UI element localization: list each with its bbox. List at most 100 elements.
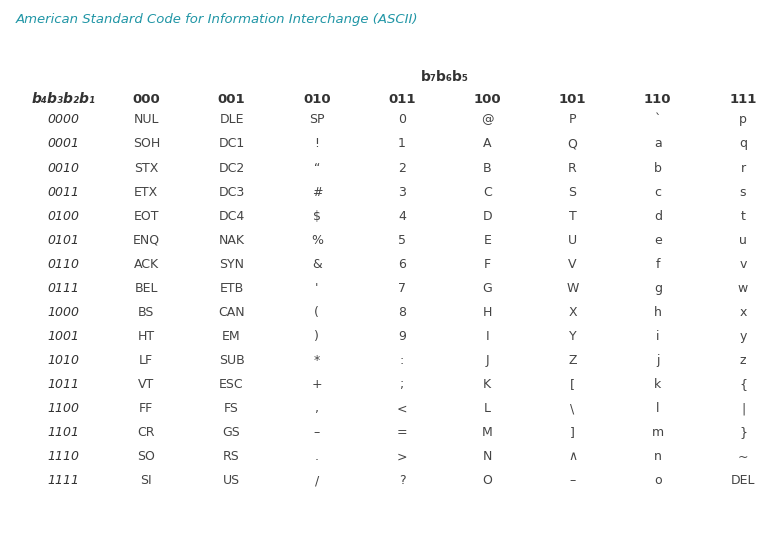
Text: g: g [654,282,662,295]
Text: CR: CR [137,426,155,440]
Text: 111: 111 [730,93,756,106]
Text: ): ) [314,330,319,343]
Text: NAK: NAK [219,233,244,247]
Text: 110: 110 [644,93,671,106]
Text: (: ( [314,306,319,319]
Text: 0110: 0110 [48,258,79,271]
Text: V: V [568,258,577,271]
Text: 4: 4 [398,210,406,223]
Text: SP: SP [309,114,325,126]
Text: ': ' [315,282,319,295]
Text: LF: LF [139,354,154,367]
Text: m: m [652,426,664,440]
Text: 0001: 0001 [48,138,79,151]
Text: :: : [400,354,404,367]
Text: K: K [483,378,492,391]
Text: =: = [397,426,407,440]
Text: 0000: 0000 [48,114,79,126]
Text: DLE: DLE [220,114,243,126]
Text: –: – [569,475,576,487]
Text: ACK: ACK [134,258,159,271]
Text: <: < [397,402,407,415]
Text: BEL: BEL [134,282,158,295]
Text: X: X [568,306,577,319]
Text: /: / [315,475,319,487]
Text: a: a [654,138,662,151]
Text: o: o [654,475,661,487]
Text: EM: EM [222,330,241,343]
Text: 0100: 0100 [48,210,79,223]
Text: n: n [654,450,662,463]
Text: VT: VT [138,378,154,391]
Text: SOH: SOH [133,138,160,151]
Text: 1: 1 [398,138,406,151]
Text: HT: HT [137,330,155,343]
Text: B: B [483,161,492,174]
Text: SI: SI [141,475,152,487]
Text: #: # [312,186,322,199]
Text: &: & [312,258,322,271]
Text: @: @ [481,114,494,126]
Text: S: S [568,186,577,199]
Text: 1100: 1100 [48,402,79,415]
Text: ;: ; [400,378,404,391]
Text: A: A [483,138,492,151]
Text: r: r [740,161,746,174]
Text: 2: 2 [398,161,406,174]
Text: {: { [739,378,747,391]
Text: “: “ [313,161,320,174]
Text: >: > [397,450,407,463]
Text: DC4: DC4 [218,210,245,223]
Text: z: z [740,354,746,367]
Text: SO: SO [137,450,155,463]
Text: FF: FF [139,402,154,415]
Text: Q: Q [568,138,578,151]
Text: 1011: 1011 [48,378,79,391]
Text: d: d [654,210,662,223]
Text: h: h [654,306,662,319]
Text: l: l [656,402,660,415]
Text: I: I [485,330,489,343]
Text: j: j [656,354,660,367]
Text: 0011: 0011 [48,186,79,199]
Text: 000: 000 [132,93,161,106]
Text: R: R [568,161,577,174]
Text: f: f [656,258,660,271]
Text: BS: BS [138,306,154,319]
Text: ,: , [315,402,319,415]
Text: ]: ] [570,426,575,440]
Text: 1010: 1010 [48,354,79,367]
Text: x: x [740,306,746,319]
Text: }: } [739,426,747,440]
Text: ∧: ∧ [568,450,577,463]
Text: 0010: 0010 [48,161,79,174]
Text: w: w [738,282,748,295]
Text: U: U [568,233,577,247]
Text: c: c [654,186,661,199]
Text: 1001: 1001 [48,330,79,343]
Text: b₄b₃b₂b₁: b₄b₃b₂b₁ [31,93,95,107]
Text: s: s [740,186,746,199]
Text: STX: STX [134,161,158,174]
Text: P: P [569,114,576,126]
Text: DC3: DC3 [218,186,245,199]
Text: American Standard Code for Information Interchange (ASCII): American Standard Code for Information I… [15,13,418,26]
Text: \: \ [571,402,574,415]
Text: FS: FS [224,402,239,415]
Text: 1000: 1000 [48,306,79,319]
Text: [: [ [570,378,575,391]
Text: 0111: 0111 [48,282,79,295]
Text: DC1: DC1 [218,138,245,151]
Text: N: N [482,450,492,463]
Text: ~: ~ [738,450,748,463]
Text: 0101: 0101 [48,233,79,247]
Text: k: k [654,378,661,391]
Text: u: u [739,233,747,247]
Text: W: W [566,282,579,295]
Text: 101: 101 [559,93,586,106]
Text: ?: ? [399,475,406,487]
Text: .: . [315,450,319,463]
Text: |: | [741,402,745,415]
Text: b₇b₆b₅: b₇b₆b₅ [421,69,468,83]
Text: 1110: 1110 [48,450,79,463]
